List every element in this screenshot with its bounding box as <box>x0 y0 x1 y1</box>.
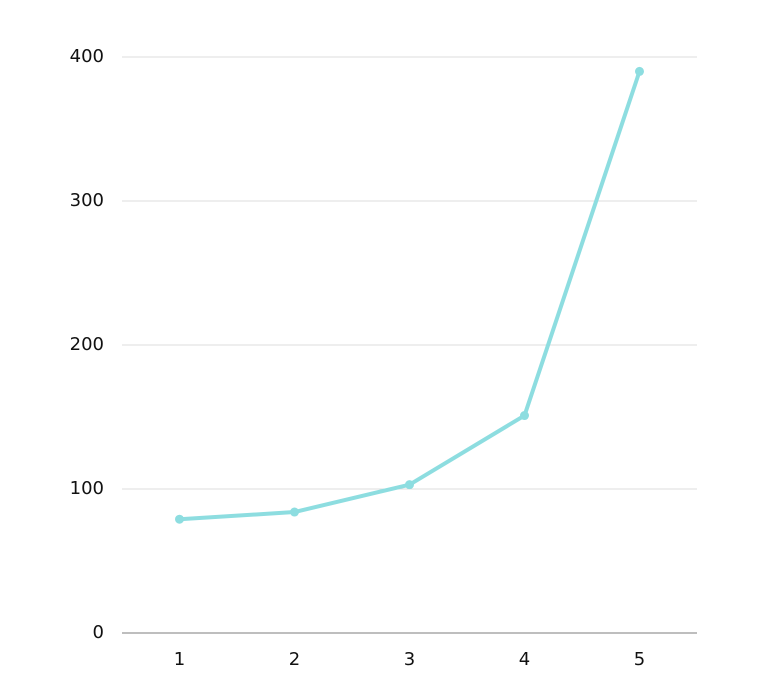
x-tick-label: 1 <box>174 649 185 670</box>
y-tick-label: 100 <box>70 478 104 499</box>
point <box>290 507 299 517</box>
point <box>520 411 529 421</box>
x-tick-label: 5 <box>634 649 645 670</box>
x-tick-label: 4 <box>519 649 530 670</box>
y-tick-label: 0 <box>93 622 104 643</box>
point <box>405 480 414 490</box>
x-tick-label: 2 <box>289 649 300 670</box>
y-tick-label: 200 <box>70 334 104 355</box>
point <box>175 514 184 524</box>
x-tick-label: 3 <box>404 649 415 670</box>
line <box>179 70 642 522</box>
y-tick-label: 400 <box>70 46 104 67</box>
y-tick-label: 300 <box>70 190 104 211</box>
point <box>635 66 644 76</box>
